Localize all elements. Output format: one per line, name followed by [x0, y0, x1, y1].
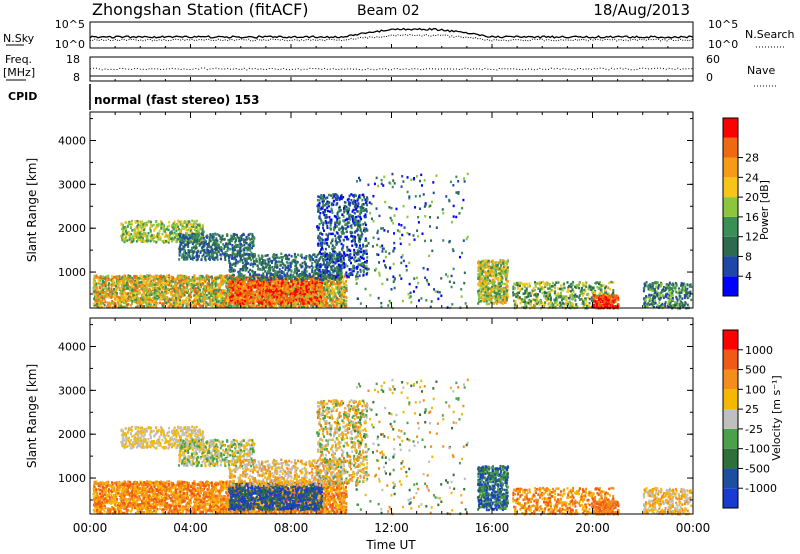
- colorbar-swatch: [723, 216, 738, 237]
- colorbar-tick-label: -25: [745, 423, 763, 436]
- power-colorbar: 4 8 12 16 20 24 28 Power [dB]: [722, 117, 771, 297]
- y-tick-label: 3000: [58, 384, 86, 397]
- velocity-colorbar: -1000 -500 -100 -25 25 100 500 1000 Velocity [m…: [722, 329, 783, 509]
- colorbar-swatch: [723, 349, 738, 370]
- colorbar-swatch: [723, 157, 738, 178]
- colorbar-swatch: [723, 276, 738, 296]
- x-tick-label: 04:00: [173, 521, 208, 535]
- colorbar-tick-label: 8: [745, 250, 752, 263]
- cpid-text: normal (fast stereo) 153: [94, 93, 260, 107]
- colorbar-swatch: [723, 389, 738, 410]
- colorbar-tick-label: 1000: [745, 344, 773, 357]
- freq-tick-bottom: 8: [73, 71, 80, 84]
- power-scatter: [92, 172, 693, 310]
- y-tick-label: 2000: [58, 222, 86, 235]
- y-tick-label: 1000: [58, 472, 86, 485]
- colorbar-tick-label: 12: [745, 231, 759, 244]
- colorbar-swatch: [723, 137, 738, 158]
- velocity-plot: 1000 2000 3000 4000 00:00 04:00 08:00 12:00 16:…: [25, 317, 711, 552]
- colorbar-swatch: [723, 236, 738, 257]
- nave-tick-bottom: 0: [706, 71, 713, 84]
- nsky-panel: N.Sky 10^5 10^0 10^5 10^0 N.Search: [3, 18, 795, 51]
- nave-line: [89, 67, 694, 71]
- colorbar-tick-label: -100: [745, 443, 770, 456]
- colorbar-swatch: [723, 197, 738, 217]
- colorbar-tick-label: 28: [745, 152, 759, 165]
- velocity-colorbar-label: Velocity [m s⁻¹]: [770, 375, 783, 460]
- nave-tick-top: 60: [706, 53, 720, 66]
- colorbar-tick-label: 20: [745, 191, 759, 204]
- cpid-label: CPID: [8, 90, 37, 103]
- cpid-panel: CPID normal (fast stereo) 153: [8, 84, 260, 110]
- nave-label: Nave: [747, 64, 775, 77]
- colorbar-tick-label: 500: [745, 364, 766, 377]
- colorbar-swatch: [723, 468, 738, 489]
- power-colorbar-label: Power [dB]: [758, 180, 771, 240]
- y-tick-label: 1000: [58, 266, 86, 279]
- freq-label-1: Freq.: [5, 53, 32, 66]
- colorbar-tick-label: 100: [745, 383, 766, 396]
- freq-label-2: [MHz]: [3, 66, 35, 79]
- station-title: Zhongshan Station (fitACF): [92, 0, 309, 19]
- colorbar-swatch: [723, 409, 738, 429]
- nsearch-tick-top: 10^5: [708, 18, 738, 31]
- colorbar-swatch: [723, 118, 738, 138]
- colorbar-swatch: [723, 428, 738, 449]
- x-tick-label: 00:00: [676, 521, 711, 535]
- colorbar-swatch: [723, 256, 738, 277]
- x-tick-label: 20:00: [575, 521, 610, 535]
- freq-tick-top: 18: [66, 53, 80, 66]
- colorbar-swatch: [723, 177, 738, 198]
- colorbar-swatch: [723, 369, 738, 390]
- colorbar-tick-label: -500: [745, 462, 770, 475]
- x-tick-label: 08:00: [274, 521, 309, 535]
- colorbar-swatch: [723, 488, 738, 508]
- colorbar-tick-label: 4: [745, 270, 752, 283]
- power-ylabel: Slant Range [km]: [25, 158, 39, 262]
- velocity-scatter: [92, 378, 693, 516]
- nsearch-label: N.Search: [745, 28, 795, 41]
- x-tick-label: 00:00: [73, 521, 108, 535]
- y-tick-label: 4000: [58, 341, 86, 354]
- nsky-line: [89, 27, 694, 39]
- nsky-tick-bottom: 10^0: [55, 38, 85, 51]
- y-tick-label: 3000: [58, 178, 86, 191]
- power-plot: 1000 2000 3000 4000 Slant Range [km]: [25, 44, 694, 310]
- velocity-ylabel: Slant Range [km]: [25, 364, 39, 468]
- x-tick-label: 12:00: [374, 521, 409, 535]
- colorbar-swatch: [723, 448, 738, 469]
- colorbar-tick-label: 24: [745, 171, 759, 184]
- nsearch-line: [89, 33, 694, 42]
- colorbar-tick-label: 25: [745, 403, 759, 416]
- nsearch-tick-bottom: 10^0: [708, 38, 738, 51]
- colorbar-swatch: [723, 330, 738, 350]
- colorbar-tick-label: -1000: [745, 482, 777, 495]
- x-tick-label: 16:00: [475, 521, 510, 535]
- freq-panel: Freq. [MHz] 18 8 60 0 Nave: [3, 53, 776, 87]
- date-title: 18/Aug/2013: [593, 1, 690, 19]
- y-tick-label: 4000: [58, 135, 86, 148]
- nsky-label: N.Sky: [3, 32, 35, 45]
- colorbar-tick-label: 16: [745, 211, 759, 224]
- beam-title: Beam 02: [357, 3, 420, 19]
- x-axis-label: Time UT: [365, 538, 416, 552]
- nsky-tick-top: 10^5: [55, 18, 85, 31]
- y-tick-label: 2000: [58, 428, 86, 441]
